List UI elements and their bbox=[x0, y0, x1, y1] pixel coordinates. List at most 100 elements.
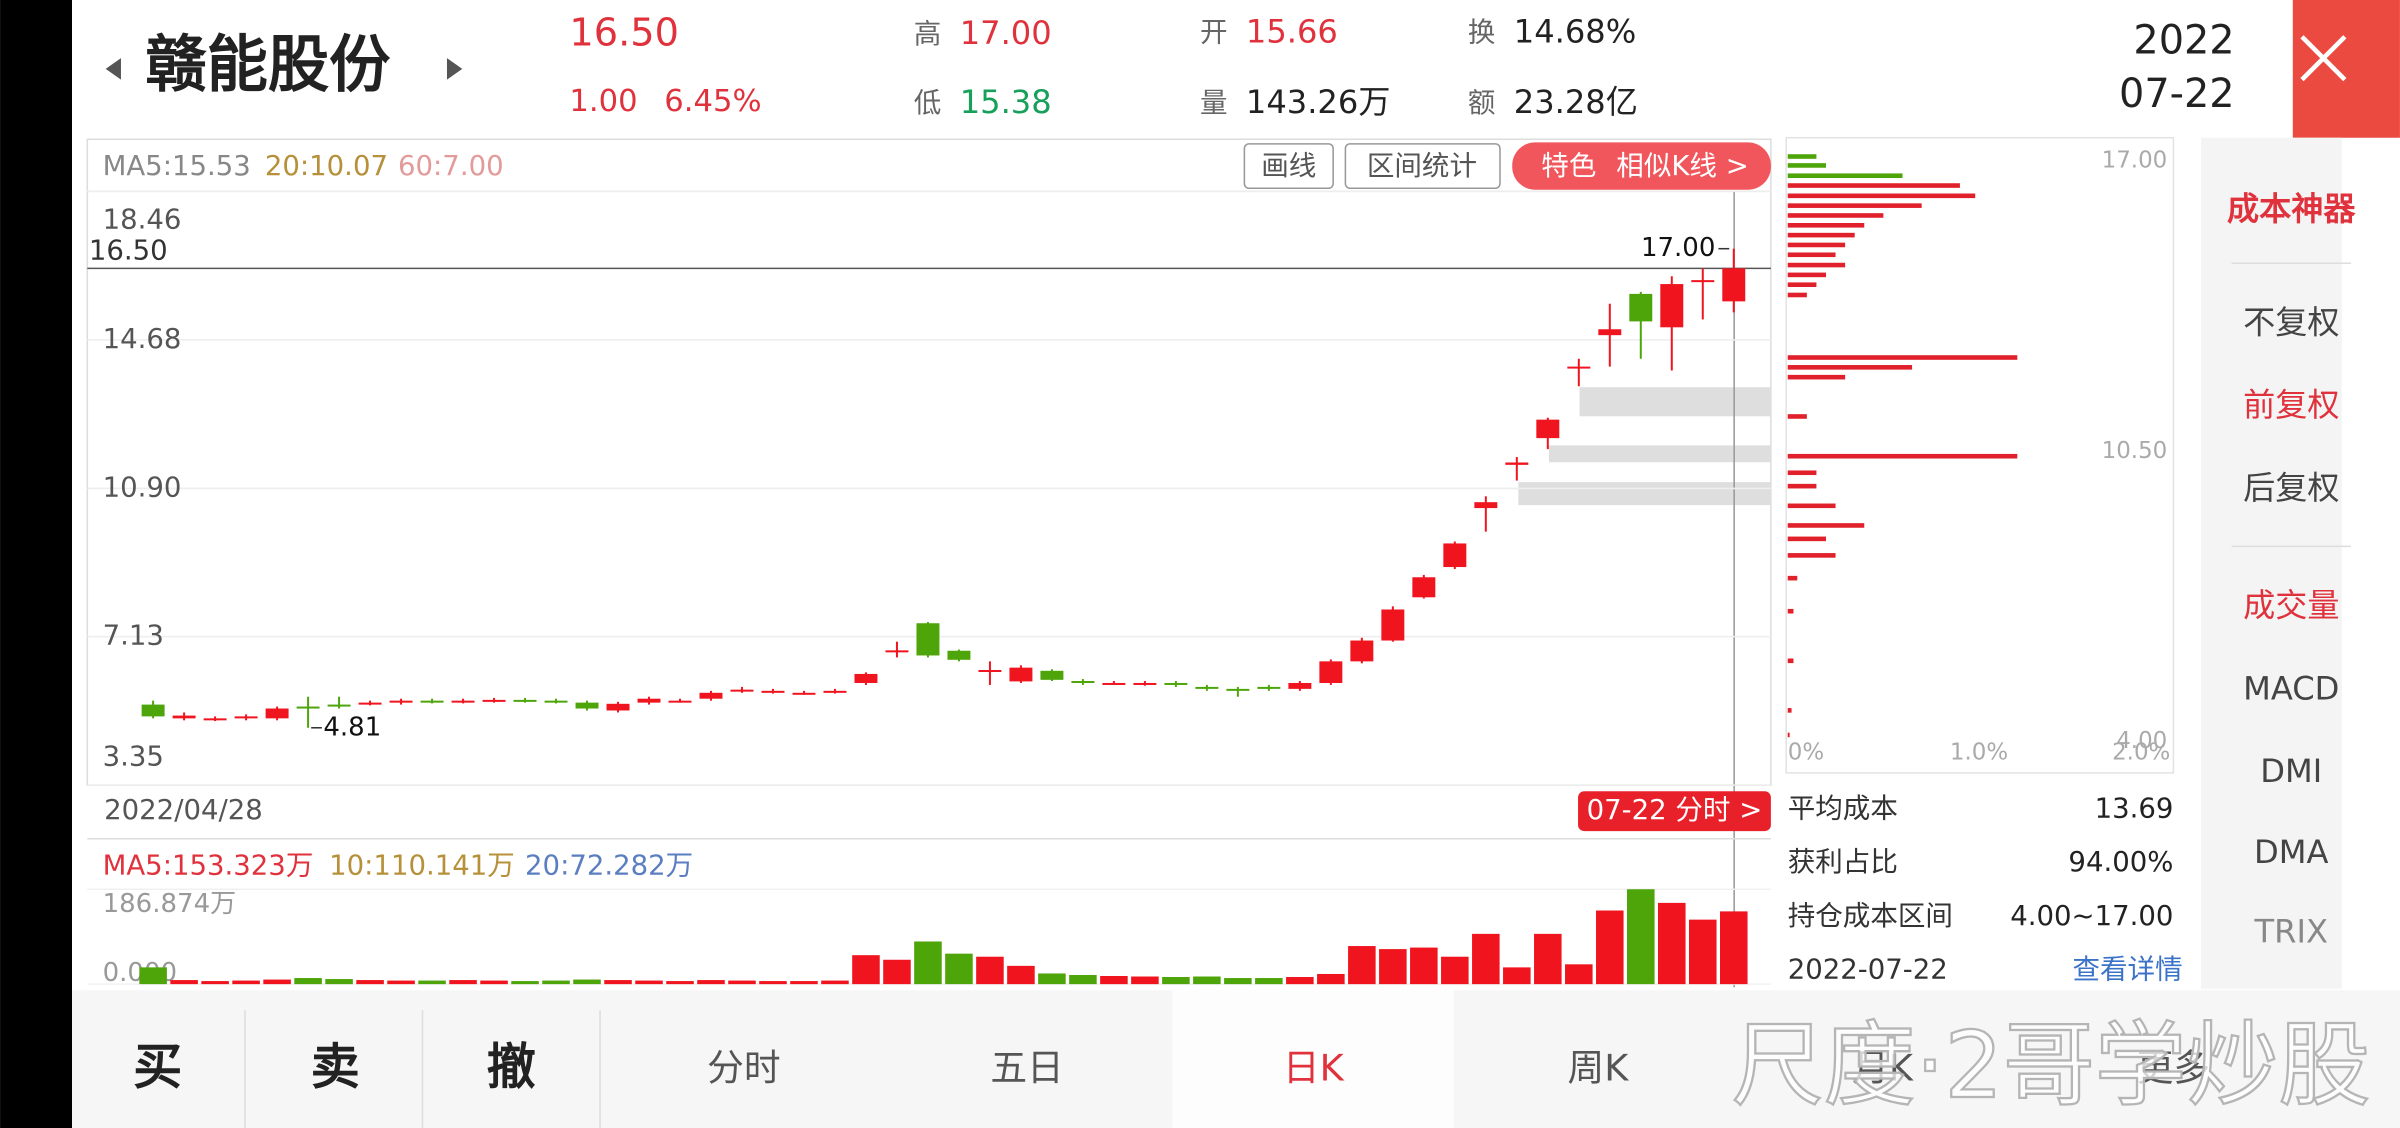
candle-body bbox=[482, 699, 506, 702]
candle-body bbox=[1598, 329, 1622, 336]
button-label[interactable]: 特色 bbox=[1541, 150, 1596, 182]
volume-bar bbox=[1193, 976, 1221, 985]
gap-band bbox=[1579, 387, 1771, 417]
change-pct: 6.45% bbox=[664, 84, 761, 119]
sidebar-item[interactable]: 成本神器 bbox=[2227, 190, 2356, 228]
stat-value[interactable]: 查看详情 bbox=[2072, 953, 2182, 985]
sidebar-item[interactable]: 前复权 bbox=[2243, 386, 2339, 424]
period-tab[interactable]: 更多 bbox=[2137, 1046, 2210, 1089]
cost-bar bbox=[1787, 453, 2018, 459]
cost-panel bbox=[1785, 136, 2175, 774]
period-tab[interactable]: 日K bbox=[1283, 1046, 1345, 1089]
left-edge bbox=[0, 0, 72, 1128]
cost-bar bbox=[1787, 503, 1836, 509]
prev-arrow[interactable] bbox=[105, 58, 121, 80]
cost-bar bbox=[1787, 374, 1846, 380]
volume-bar bbox=[852, 955, 880, 985]
intraday-button[interactable] bbox=[1578, 791, 1771, 832]
period-tab[interactable]: 周K bbox=[1568, 1046, 1630, 1089]
period-tab[interactable]: 分时 bbox=[707, 1046, 780, 1089]
volume-bar bbox=[325, 979, 353, 985]
volume-bar bbox=[635, 980, 663, 985]
cost-bar bbox=[1787, 365, 1913, 370]
cost-bar bbox=[1787, 523, 1865, 528]
close-icon bbox=[2300, 35, 2347, 82]
cost-bar bbox=[1787, 414, 1807, 419]
year: 2022 bbox=[2133, 17, 2234, 63]
high-annotation: 17.00 bbox=[1641, 233, 1715, 263]
volume-bar bbox=[170, 980, 198, 985]
period-tab[interactable]: 五日 bbox=[990, 1046, 1063, 1089]
cost-bar bbox=[1787, 262, 1846, 268]
trade-button[interactable]: 买 bbox=[133, 1038, 182, 1095]
price: 16.50 bbox=[569, 11, 679, 56]
quote-label: 额 bbox=[1468, 87, 1496, 119]
stat-value: 4.00~17.00 bbox=[2010, 900, 2173, 932]
candle-body bbox=[606, 703, 630, 711]
period-tab[interactable]: 月K bbox=[1852, 1046, 1914, 1089]
volume-bar bbox=[1565, 964, 1593, 985]
cost-bar bbox=[1787, 203, 1922, 208]
button-label[interactable]: 相似K线 > bbox=[1616, 150, 1748, 182]
volume-bar bbox=[480, 980, 508, 985]
cost-bar bbox=[1787, 708, 1792, 713]
volume-bar bbox=[573, 979, 601, 985]
sidebar-item[interactable]: DMI bbox=[2260, 752, 2322, 790]
volume-bar bbox=[1131, 976, 1159, 985]
volume-bar bbox=[728, 980, 756, 985]
volume-bar bbox=[1007, 965, 1035, 985]
close-button[interactable] bbox=[2292, 0, 2400, 138]
quote-label: 开 bbox=[1200, 17, 1228, 49]
trade-button[interactable]: 卖 bbox=[311, 1038, 360, 1095]
intraday-label[interactable]: 07-22 分时 > bbox=[1587, 794, 1763, 826]
next-arrow[interactable] bbox=[446, 58, 463, 80]
sidebar bbox=[2200, 137, 2342, 989]
volume-bar bbox=[1627, 889, 1655, 985]
cost-bar bbox=[1787, 292, 1807, 298]
cost-bar bbox=[1787, 242, 1846, 248]
candle-body bbox=[1071, 681, 1095, 684]
sidebar-item[interactable]: 不复权 bbox=[2243, 303, 2339, 341]
stat-label: 平均成本 bbox=[1788, 793, 1898, 825]
candle-body bbox=[358, 702, 382, 705]
candle-body bbox=[513, 699, 537, 702]
candle-body bbox=[668, 700, 692, 703]
y-tick-label: 14.68 bbox=[103, 323, 182, 355]
watermark: 尺度·2哥学炒股 bbox=[1732, 1012, 2371, 1119]
quote-value: 17.00 bbox=[960, 14, 1052, 52]
date: 07-22 bbox=[2119, 71, 2235, 117]
volume-ma-label: MA5:153.323万 bbox=[103, 849, 314, 881]
trade-button[interactable]: 撤 bbox=[487, 1038, 536, 1095]
volume-bar bbox=[1162, 977, 1190, 985]
volume-bar bbox=[1689, 919, 1717, 985]
candle-body bbox=[947, 650, 971, 660]
quote-label: 低 bbox=[914, 87, 942, 119]
button-label[interactable]: 区间统计 bbox=[1367, 150, 1477, 182]
candle-body bbox=[1133, 682, 1157, 685]
candle-body bbox=[916, 623, 940, 656]
button-label[interactable]: 画线 bbox=[1261, 150, 1316, 182]
quote-label: 换 bbox=[1468, 17, 1496, 49]
cost-bar bbox=[1787, 213, 1884, 218]
volume-bar bbox=[1596, 910, 1624, 985]
range-stat-button[interactable] bbox=[1344, 143, 1501, 190]
cost-x-tick: 1.0% bbox=[1950, 740, 2008, 766]
volume-bar bbox=[697, 980, 725, 985]
volume-bar bbox=[666, 981, 694, 985]
similar-kline-button[interactable] bbox=[1512, 142, 1771, 190]
sidebar-item[interactable]: MACD bbox=[2243, 669, 2339, 707]
sidebar-item[interactable]: 成交量 bbox=[2243, 587, 2339, 625]
sidebar-item[interactable]: 后复权 bbox=[2243, 469, 2339, 507]
volume-bar bbox=[914, 941, 942, 985]
volume-bar bbox=[356, 980, 384, 985]
sidebar-item[interactable]: TRIX bbox=[2254, 913, 2328, 951]
volume-bar bbox=[1410, 947, 1438, 985]
candle-body bbox=[203, 718, 227, 721]
sidebar-item[interactable]: DMA bbox=[2254, 833, 2328, 871]
volume-bar bbox=[294, 978, 322, 985]
cost-bar bbox=[1787, 282, 1817, 287]
y-tick-label: 18.46 bbox=[103, 203, 182, 235]
draw-button[interactable] bbox=[1243, 143, 1334, 190]
volume-bar bbox=[821, 980, 849, 985]
candle-body bbox=[854, 673, 878, 683]
